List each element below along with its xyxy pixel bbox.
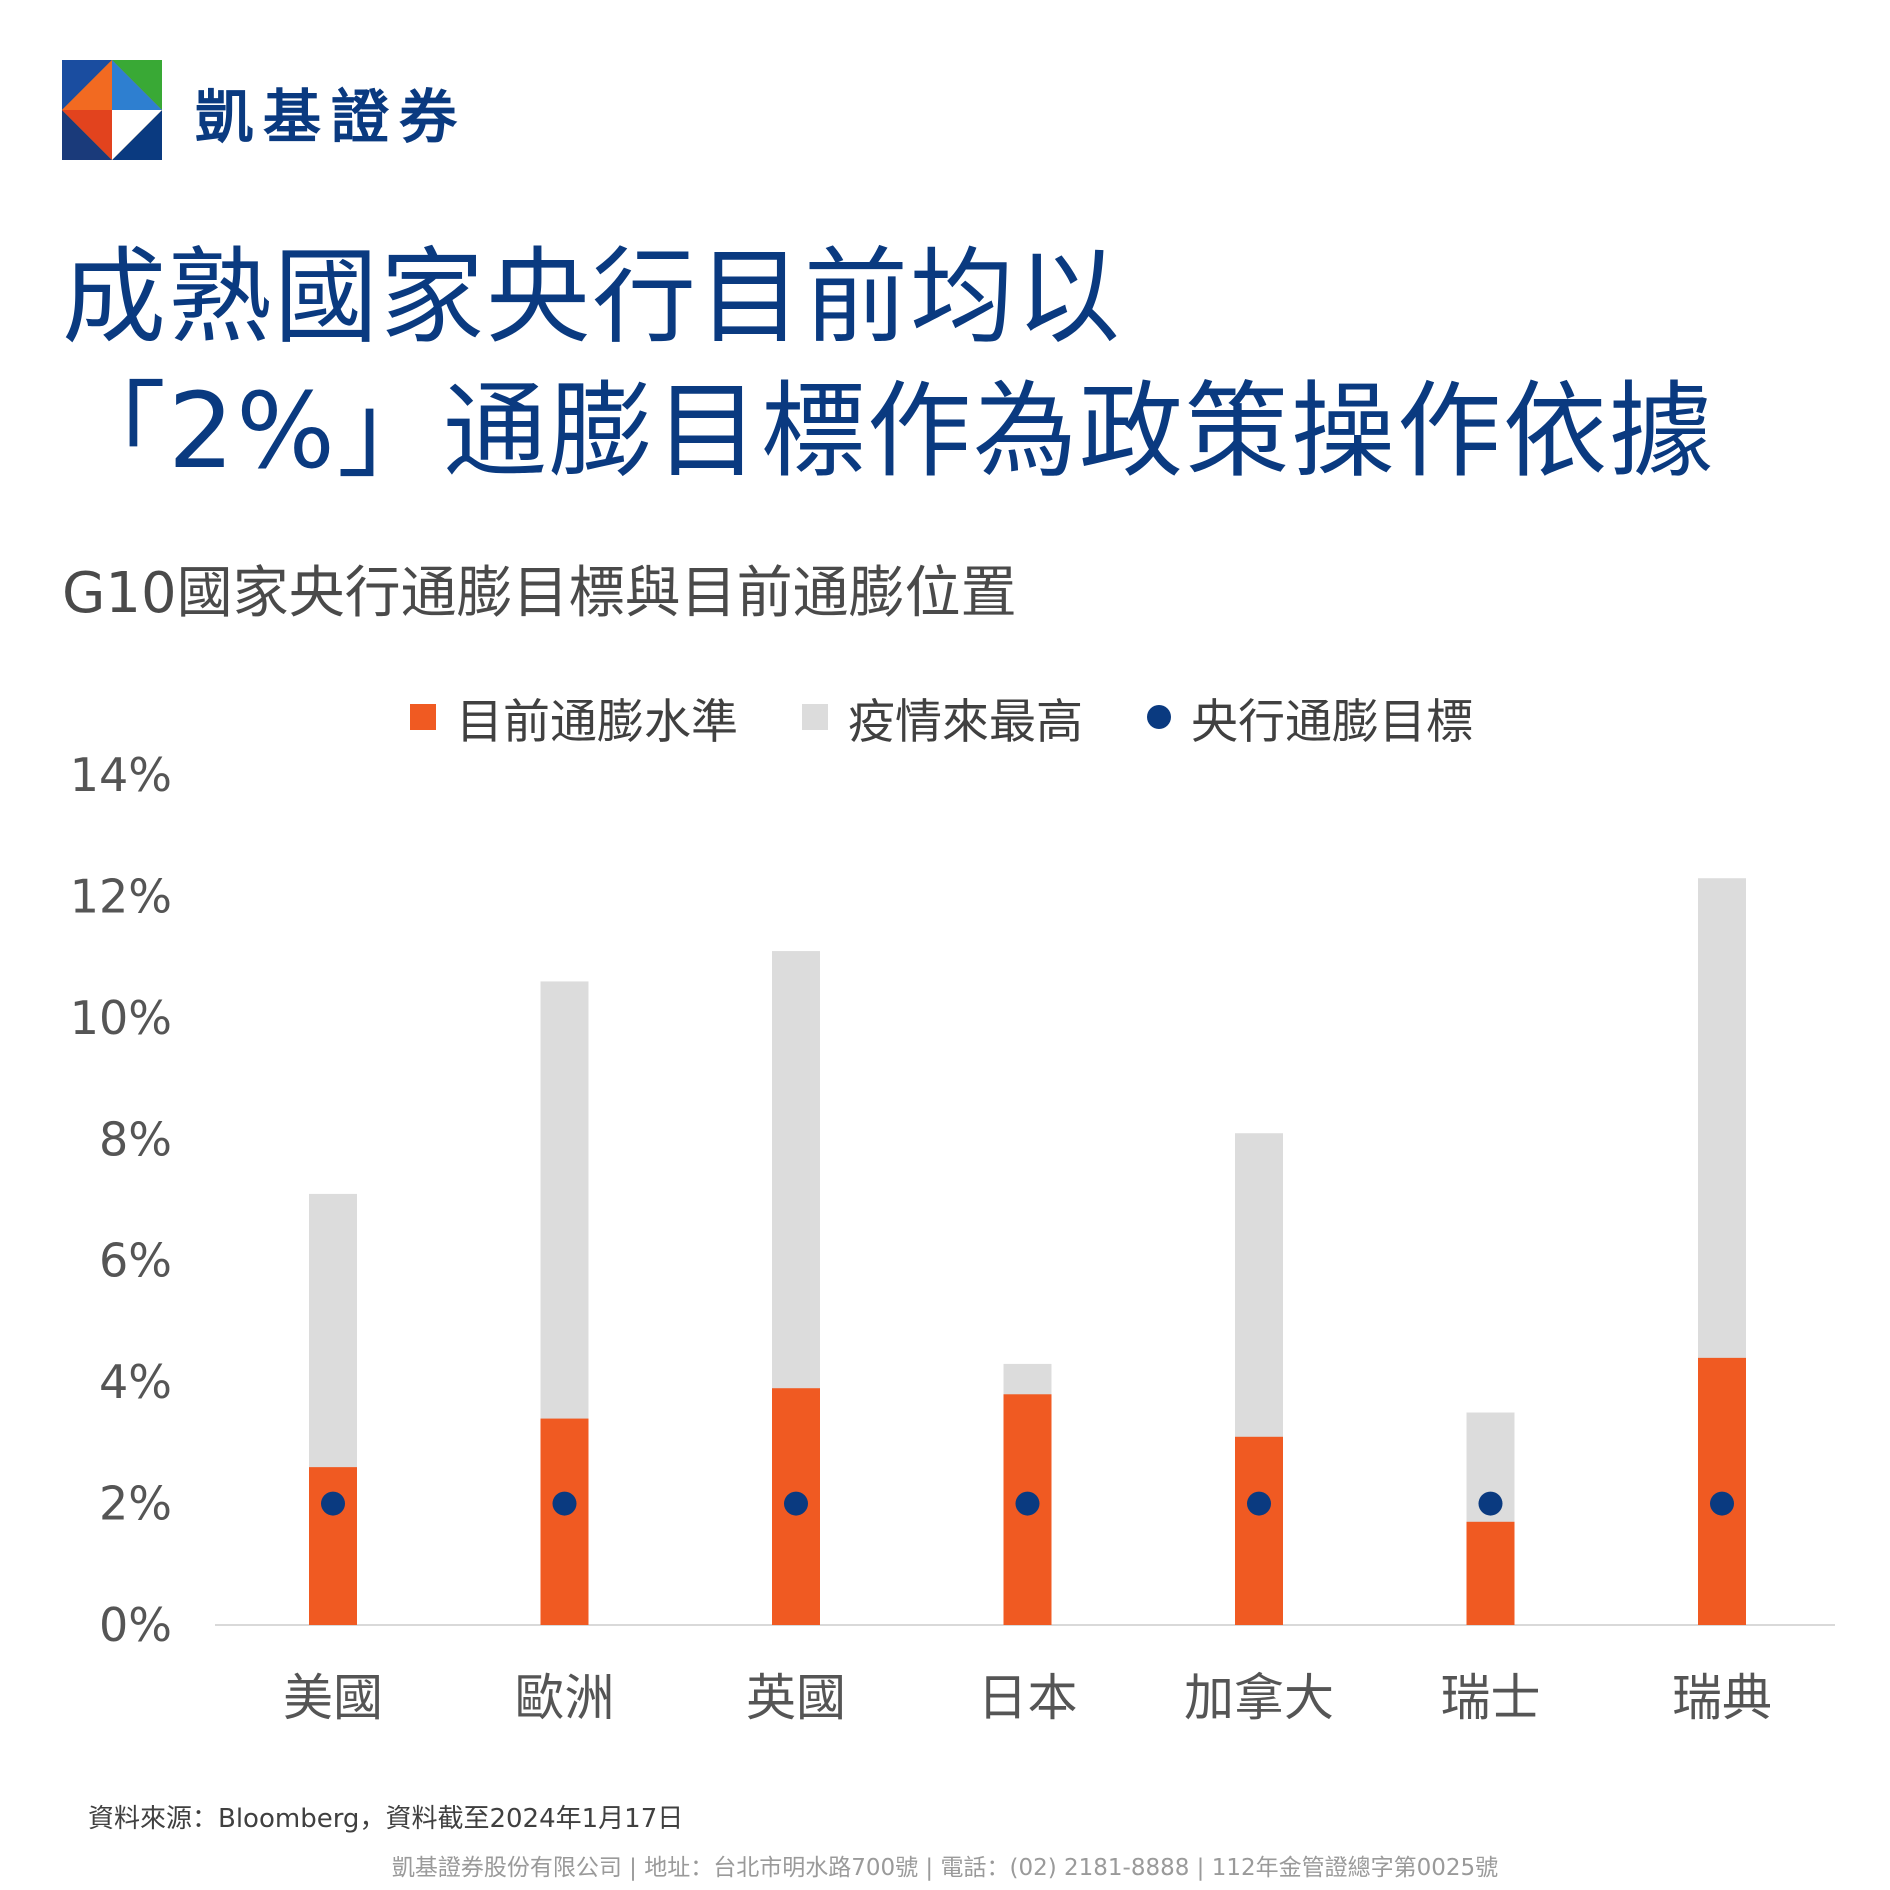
y-tick-label: 4% bbox=[99, 1355, 172, 1409]
x-tick-label: 英國 bbox=[746, 1669, 846, 1727]
target-dot bbox=[1247, 1491, 1271, 1516]
footer-disclaimer: 凱基證券股份有限公司 | 地址：台北市明水路700號 | 電話：(02) 218… bbox=[391, 1855, 1499, 1881]
y-tick-label: 0% bbox=[99, 1598, 172, 1652]
legend-label-peak: 疫情來最高 bbox=[848, 694, 1083, 750]
y-tick-label: 2% bbox=[99, 1477, 172, 1531]
legend-item-target: 央行通膨目標 bbox=[1147, 683, 1473, 752]
y-tick-label: 8% bbox=[99, 1112, 172, 1166]
chart-title: G10國家央行通膨目標與目前通膨位置 bbox=[62, 561, 1017, 626]
legend-item-current: 目前通膨水準 bbox=[410, 683, 738, 752]
chart-legend: 目前通膨水準 疫情來最高 央行通膨目標 bbox=[410, 687, 1537, 750]
bar-current bbox=[1698, 1357, 1746, 1625]
x-tick-label: 歐洲 bbox=[515, 1669, 615, 1727]
x-tick-label: 加拿大 bbox=[1184, 1669, 1334, 1727]
bar-current bbox=[540, 1418, 589, 1625]
x-tick-label: 瑞士 bbox=[1441, 1669, 1541, 1727]
target-dot bbox=[1478, 1491, 1503, 1516]
x-tick-label: 日本 bbox=[978, 1669, 1078, 1727]
kgi-diamond-logo-icon bbox=[62, 60, 162, 160]
target-dot bbox=[784, 1491, 808, 1516]
target-dot bbox=[552, 1491, 577, 1516]
legend-label-target: 央行通膨目標 bbox=[1191, 694, 1473, 750]
brand-name: 凱基證券 bbox=[195, 83, 468, 151]
y-tick-label: 6% bbox=[99, 1234, 172, 1288]
legend-label-current: 目前通膨水準 bbox=[456, 694, 738, 750]
legend-swatch-peak bbox=[802, 704, 828, 730]
title-line-1: 成熟國家央行目前均以 bbox=[62, 236, 1123, 358]
target-dot bbox=[1710, 1491, 1734, 1516]
bar-current bbox=[1466, 1521, 1515, 1625]
page-title: 成熟國家央行目前均以 「2%」通膨目標作為政策操作依據 bbox=[62, 230, 1715, 498]
bar-current bbox=[309, 1467, 357, 1625]
x-tick-label: 瑞典 bbox=[1672, 1669, 1772, 1727]
legend-swatch-current bbox=[410, 704, 436, 730]
x-tick-label: 美國 bbox=[283, 1669, 383, 1727]
legend-dot-target bbox=[1147, 705, 1171, 729]
inflation-chart: 0% 2% 4% 6% 8% 10% 12% 14% 美國 歐洲 英國 日本 加拿大 瑞士 瑞典 bbox=[70, 748, 1835, 1727]
target-dot bbox=[1015, 1491, 1040, 1516]
target-dot bbox=[321, 1491, 345, 1516]
bar-current bbox=[1235, 1436, 1283, 1625]
source-note: 資料來源：Bloomberg，資料截至2024年1月17日 bbox=[88, 1804, 684, 1834]
y-tick-label: 12% bbox=[70, 869, 172, 923]
title-line-2: 「2%」通膨目標作為政策操作依據 bbox=[62, 370, 1715, 492]
y-tick-label: 14% bbox=[70, 748, 172, 802]
legend-item-peak: 疫情來最高 bbox=[802, 683, 1083, 752]
y-tick-label: 10% bbox=[70, 991, 172, 1045]
